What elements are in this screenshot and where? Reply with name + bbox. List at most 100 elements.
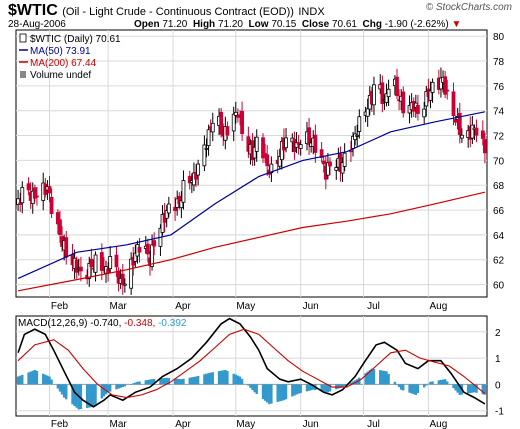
candle-body: [326, 162, 330, 176]
histogram-bar: [226, 370, 229, 385]
histogram-bar: [423, 384, 426, 388]
histogram-bar: [414, 384, 418, 395]
histogram-bar: [429, 381, 432, 385]
candle-body: [114, 254, 119, 268]
price-y-tick-label: 68: [493, 181, 505, 192]
histogram-bar: [437, 380, 441, 385]
candle-body: [252, 146, 257, 159]
histogram-bar: [368, 370, 371, 385]
candle-body: [74, 259, 79, 273]
macd-x-tick-label: Jul: [367, 419, 380, 429]
histogram-bar: [62, 384, 66, 398]
histogram-bar: [328, 384, 332, 392]
histogram-bar: [173, 378, 177, 385]
macd-panel: -1 0 1 2 Feb Mar Apr May Jun Jul Aug MACD(12,26,9) …: [15, 315, 504, 429]
close-label: Close: [301, 19, 330, 30]
candle-body: [422, 108, 427, 118]
candle-body: [196, 163, 201, 176]
price-y-tick-label: 62: [493, 256, 505, 267]
histogram-bar: [307, 384, 311, 391]
histogram-bar: [458, 384, 461, 395]
candle-body: [137, 247, 142, 253]
candle-body: [424, 91, 429, 107]
candle-body: [202, 144, 207, 167]
candle-body: [284, 137, 288, 149]
histogram-bar: [309, 384, 313, 391]
histogram-bar: [192, 376, 196, 385]
candle-body: [380, 82, 385, 104]
histogram-bar: [278, 384, 281, 402]
macd-legend-label: MACD(12,26,9): [18, 318, 90, 329]
high-value: 71.20: [217, 19, 243, 30]
candle-body: [32, 187, 37, 199]
change-value: -1.90 (-2.62%): [384, 19, 449, 30]
candle-body: [87, 263, 92, 279]
price-y-tick-label: 76: [493, 82, 505, 93]
histogram-bar: [50, 379, 53, 385]
histogram-bar: [121, 384, 124, 388]
legend-ma200: MA(200) 67.44: [30, 58, 97, 69]
histogram-bar: [443, 379, 447, 385]
symbol: $WTIC: [8, 2, 58, 19]
histogram-bar: [165, 377, 168, 385]
histogram-bar: [182, 378, 185, 385]
histogram-bar: [106, 384, 110, 393]
candle-body: [451, 91, 456, 117]
histogram-bar: [104, 384, 108, 395]
macd-y-tick-label: 0: [495, 380, 501, 391]
candle-body: [187, 175, 192, 184]
candle-body: [16, 198, 20, 205]
histogram-bar: [341, 384, 344, 388]
histogram-bar: [152, 378, 156, 385]
histogram-bar: [372, 369, 376, 385]
candle-body: [194, 171, 198, 180]
histogram-bar: [211, 372, 214, 385]
histogram-bar: [295, 384, 298, 395]
candle-body: [386, 88, 391, 98]
histogram-bar: [349, 382, 353, 385]
histogram-bar: [88, 384, 91, 408]
histogram-bar: [236, 375, 240, 385]
candle-body: [246, 136, 251, 152]
candle-body: [340, 162, 345, 174]
histogram-bar: [167, 378, 171, 385]
histogram-bar: [268, 384, 271, 405]
histogram-bar: [439, 379, 443, 385]
histogram-bar: [466, 384, 470, 394]
histogram-bar: [475, 384, 478, 393]
price-y-tick-label: 74: [493, 107, 505, 118]
histogram-bar: [159, 378, 162, 385]
macd-legend-macd-value: -0.740,: [90, 318, 124, 329]
candle-body: [231, 113, 236, 132]
candle-body: [219, 111, 224, 135]
candle-body: [179, 200, 184, 209]
candle-body: [457, 112, 462, 136]
histogram-bar: [395, 384, 399, 385]
histogram-bar: [291, 384, 294, 397]
histogram-bar: [339, 384, 342, 388]
histogram-bar: [217, 371, 221, 385]
histogram-bar: [48, 376, 51, 385]
candle-body: [365, 108, 370, 117]
histogram-bar: [178, 378, 181, 385]
candle-body: [150, 244, 154, 267]
histogram-bar: [29, 371, 32, 385]
histogram-bar: [471, 384, 474, 393]
histogram-bar: [222, 370, 225, 385]
candle-body: [342, 152, 347, 167]
candle-body: [349, 150, 353, 153]
ma50-line: [17, 111, 486, 279]
candle-body: [120, 273, 125, 285]
histogram-bar: [358, 377, 361, 385]
down-arrow-icon: ▼: [451, 19, 462, 30]
histogram-bar: [188, 377, 191, 385]
histogram-bar: [305, 384, 309, 392]
histogram-bar: [90, 384, 93, 408]
histogram-bar: [379, 370, 382, 385]
histogram-bar: [71, 384, 74, 405]
macd-y-tick-label: 1: [495, 354, 501, 365]
low-value: 70.15: [271, 19, 297, 30]
histogram-bar: [299, 384, 302, 394]
price-x-tick-label: Feb: [51, 301, 69, 312]
